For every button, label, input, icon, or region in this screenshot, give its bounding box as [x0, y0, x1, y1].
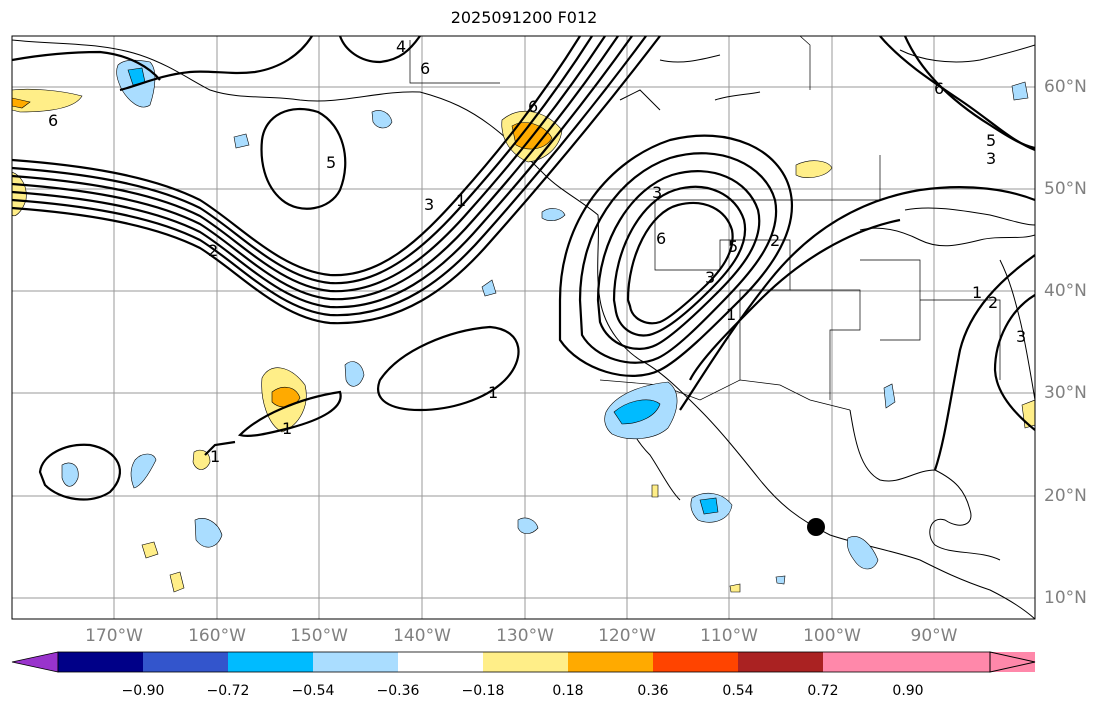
- contour-label: 2: [208, 241, 218, 260]
- contour-label: 1: [456, 191, 466, 210]
- contour-label: 3: [1016, 327, 1026, 346]
- lat-label: 50°N: [1044, 179, 1087, 199]
- colorbar-bin: [398, 652, 483, 672]
- colorbar-bin: [58, 652, 143, 672]
- contour-label: 3: [986, 149, 996, 168]
- contour-label: 5: [986, 131, 996, 150]
- contour-label: 1: [488, 383, 498, 402]
- colorbar-tick: −0.18: [461, 683, 505, 699]
- contour-label: 6: [934, 79, 944, 98]
- contour-label: 3: [652, 183, 662, 202]
- lon-label: 170°W: [85, 626, 143, 646]
- lat-label: 40°N: [1044, 281, 1087, 301]
- lon-label: 130°W: [496, 626, 554, 646]
- contour-label: 5: [326, 153, 336, 172]
- contour-label: 6: [528, 97, 538, 116]
- colorbar-bin: [143, 652, 228, 672]
- lat-label: 20°N: [1044, 486, 1087, 506]
- contour-label: 1: [726, 305, 736, 324]
- colorbar-bin: [483, 652, 568, 672]
- colorbar-tick: 0.36: [637, 683, 669, 699]
- contour-label: 6: [420, 59, 430, 78]
- colorbar-tick: 0.18: [552, 683, 584, 699]
- lon-label: 150°W: [290, 626, 348, 646]
- contour-label: 6: [656, 229, 666, 248]
- colorbar-tick: −0.54: [291, 683, 335, 699]
- contour-label: 6: [48, 111, 58, 130]
- shaded-fields: [12, 59, 1035, 593]
- colorbar: [11, 651, 1036, 673]
- contours: [12, 36, 1035, 501]
- colorbar-extend-low: [11, 651, 59, 673]
- lon-label: 110°W: [700, 626, 758, 646]
- lon-label: 160°W: [188, 626, 246, 646]
- colorbar-bin: [738, 652, 823, 672]
- colorbar-tick: −0.72: [206, 683, 250, 699]
- colorbar-tick: 0.90: [892, 683, 924, 699]
- lat-label: 60°N: [1044, 77, 1087, 97]
- lon-label: 100°W: [803, 626, 861, 646]
- colorbar-bin: [653, 652, 738, 672]
- contour-label: 5: [728, 237, 738, 256]
- lat-label: 30°N: [1044, 383, 1087, 403]
- colorbar-bin: [568, 652, 653, 672]
- map-frame: [11, 35, 1036, 620]
- map-panel: 4 6 6 6 5 3 1 2 6 3 5 2 1 6 3 3 5 2 1 1 …: [11, 35, 1036, 620]
- colorbar-bin: [228, 652, 313, 672]
- lon-label: 90°W: [910, 626, 958, 646]
- colorbar-tick: 0.54: [722, 683, 754, 699]
- contour-label: 3: [424, 195, 434, 214]
- colorbar-tick: −0.90: [121, 683, 165, 699]
- lon-label: 140°W: [393, 626, 451, 646]
- contour-label: 4: [396, 37, 406, 56]
- contour-labels: 4 6 6 6 5 3 1 2 6 3 5 2 1 6 3 3 5 2 1 1 …: [48, 37, 1026, 466]
- map-title: 2025091200 F012: [450, 8, 598, 27]
- lat-label: 10°N: [1044, 588, 1087, 608]
- contour-label: 1: [282, 419, 292, 438]
- contour-label: 1: [210, 447, 220, 466]
- colorbar-bin-high: [823, 652, 1035, 672]
- lon-label: 120°W: [598, 626, 656, 646]
- storm-center-marker: [807, 518, 825, 536]
- colorbar-frame: [57, 651, 991, 673]
- contour-label: 1: [972, 283, 982, 302]
- colorbar-tick: 0.72: [807, 683, 839, 699]
- colorbar-bin: [313, 652, 398, 672]
- colorbar-tick: −0.36: [376, 683, 420, 699]
- contour-label: 2: [988, 293, 998, 312]
- contour-label: 3: [705, 268, 715, 287]
- contour-label: 2: [770, 231, 780, 250]
